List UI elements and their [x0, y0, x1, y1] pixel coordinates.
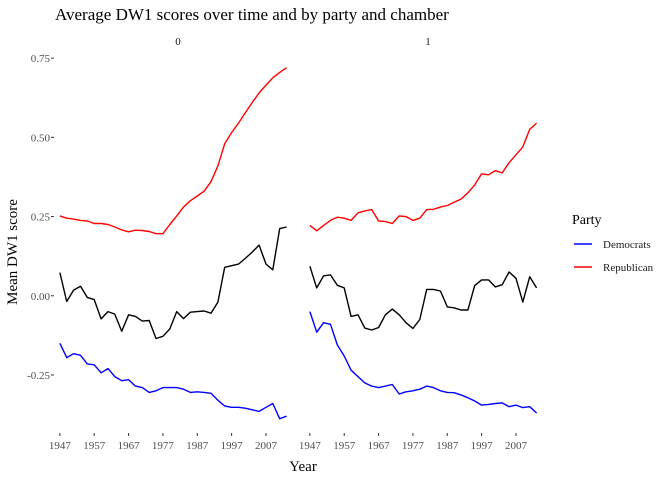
panel-0-plot — [59, 67, 287, 420]
legend-title: Party — [572, 213, 602, 228]
y-tick-label: 0.25 — [31, 212, 51, 224]
x-tick-label: 1987 — [436, 440, 459, 452]
panel-1-plot — [309, 122, 538, 414]
y-axis-title: Mean DW1 score — [5, 199, 21, 305]
x-tick-label: 1967 — [368, 440, 391, 452]
y-axis: -0.25 0.00 0.25 0.50 0.75 — [27, 53, 54, 382]
legend: Party Democrats Republican — [572, 213, 654, 274]
legend-label-republican: Republican — [603, 262, 654, 274]
line-panel-0-series-1 — [59, 226, 287, 340]
x-tick-label: 1967 — [118, 440, 141, 452]
x-tick-label: 1977 — [402, 440, 425, 452]
x-tick-label: 1977 — [152, 440, 175, 452]
y-tick-label: -0.25 — [27, 370, 50, 382]
x-axis-panel-0: 1947 1957 1967 1977 1987 1997 2007 — [49, 433, 278, 452]
x-tick-label: 2007 — [255, 440, 278, 452]
x-tick-label: 2007 — [505, 440, 528, 452]
line-panel-1-democrats — [309, 311, 538, 414]
y-tick-label: 0.00 — [31, 291, 51, 303]
legend-label-democrats: Democrats — [603, 239, 651, 251]
panel-1-strip-label: 1 — [425, 36, 431, 48]
x-tick-label: 1947 — [299, 440, 322, 452]
x-axis-title: Year — [289, 459, 317, 475]
line-panel-0-democrats — [59, 342, 287, 420]
y-tick-label: 0.50 — [31, 132, 51, 144]
line-panel-1-series-1 — [309, 266, 538, 331]
panel-0-strip-label: 0 — [175, 36, 181, 48]
chart-title: Average DW1 scores over time and by part… — [55, 5, 449, 24]
x-tick-label: 1957 — [83, 440, 106, 452]
line-panel-1-republican — [309, 122, 538, 232]
y-tick-label: 0.75 — [31, 53, 51, 65]
x-tick-label: 1997 — [471, 440, 494, 452]
line-panel-0-republican — [59, 67, 287, 235]
x-tick-label: 1947 — [49, 440, 72, 452]
x-axis-panel-1: 1947 1957 1967 1977 1987 1997 2007 — [299, 433, 528, 452]
x-tick-label: 1987 — [186, 440, 209, 452]
x-tick-label: 1997 — [221, 440, 244, 452]
x-tick-label: 1957 — [333, 440, 356, 452]
